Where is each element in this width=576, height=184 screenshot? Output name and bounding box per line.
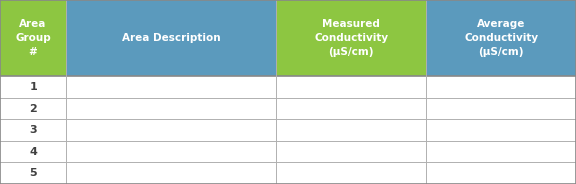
Text: 5: 5: [29, 168, 37, 178]
Text: 1: 1: [29, 82, 37, 92]
Text: 3: 3: [29, 125, 37, 135]
Bar: [0, 76, 66, 98]
Bar: [66, 76, 276, 98]
Bar: [0, 0, 66, 76]
Bar: [0, 162, 66, 184]
Text: Average
Conductivity
(μS/cm): Average Conductivity (μS/cm): [464, 19, 538, 57]
Bar: [426, 0, 576, 76]
Bar: [66, 162, 276, 184]
Bar: [276, 76, 426, 98]
Text: Area Description: Area Description: [122, 33, 221, 43]
Text: Measured
Conductivity
(μS/cm): Measured Conductivity (μS/cm): [314, 19, 388, 57]
Bar: [426, 119, 576, 141]
Text: Area
Group
#: Area Group #: [15, 19, 51, 57]
Bar: [276, 119, 426, 141]
Bar: [276, 0, 426, 76]
Bar: [276, 98, 426, 119]
Bar: [276, 141, 426, 162]
Bar: [66, 141, 276, 162]
Bar: [0, 98, 66, 119]
Bar: [276, 162, 426, 184]
Text: 2: 2: [29, 104, 37, 114]
Text: 4: 4: [29, 147, 37, 157]
Bar: [66, 0, 276, 76]
Bar: [0, 119, 66, 141]
Bar: [426, 162, 576, 184]
Bar: [66, 98, 276, 119]
Bar: [426, 141, 576, 162]
Bar: [426, 98, 576, 119]
Bar: [426, 76, 576, 98]
Bar: [0, 141, 66, 162]
Bar: [66, 119, 276, 141]
